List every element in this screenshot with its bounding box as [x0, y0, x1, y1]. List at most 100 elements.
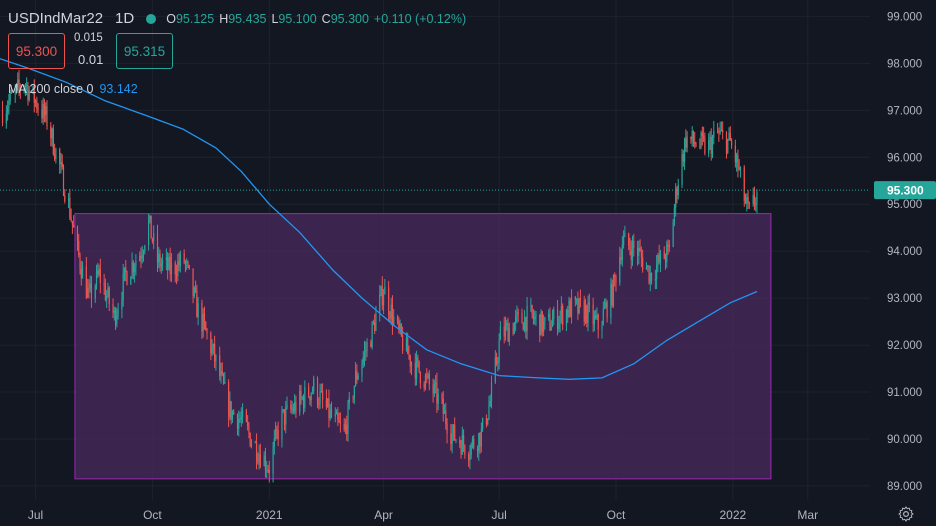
candle-body-109 [196, 291, 198, 318]
candle-body-10 [19, 86, 21, 91]
candle-body-167 [300, 390, 302, 399]
candle-body-421 [752, 194, 754, 204]
gear-icon[interactable] [897, 505, 915, 523]
candle-body-376 [672, 222, 674, 247]
candle-body-80 [144, 245, 146, 252]
candle-body-221 [396, 316, 399, 321]
candle-body-125 [224, 381, 226, 384]
candle-body-22 [42, 104, 44, 119]
candle-body-28 [52, 128, 54, 155]
candle-body-395 [704, 137, 706, 154]
candle-body-184 [329, 409, 331, 419]
sell-button[interactable]: 95.300 [8, 33, 65, 69]
candle-body-359 [640, 250, 642, 258]
candle-body-306 [548, 313, 550, 318]
candle-body-348 [621, 245, 623, 261]
candle-body-404 [720, 130, 723, 132]
candle-body-339 [605, 302, 607, 307]
timeframe-label[interactable]: 1D [115, 10, 135, 27]
candle-body-61 [112, 304, 114, 313]
candle-body-423 [755, 203, 757, 205]
candle-body-330 [588, 302, 590, 305]
candle-body-374 [667, 244, 669, 246]
candle-body-196 [352, 397, 354, 399]
candle-body-413 [737, 154, 739, 168]
candle-body-357 [638, 248, 640, 256]
candle-body-396 [708, 139, 710, 154]
candle-body-261 [468, 454, 470, 461]
candle-body-42 [78, 240, 80, 255]
candle-body-288 [515, 315, 517, 323]
candle-body-197 [353, 385, 355, 399]
time-tick-label: Apr [374, 508, 393, 522]
candle-body-280 [499, 326, 502, 341]
candle-body-405 [722, 130, 724, 133]
candle-body-23 [43, 104, 46, 116]
candle-body-252 [451, 433, 453, 444]
candle-body-311 [556, 309, 559, 329]
candle-body-418 [746, 197, 748, 204]
candle-body-223 [399, 324, 401, 329]
candle-body-234 [418, 360, 420, 372]
candle-body-133 [239, 418, 241, 420]
candle-body-76 [139, 255, 141, 261]
price-axis[interactable]: 89.000 90.000 91.000 92.000 93.000 94.000 95.0… [870, 0, 936, 526]
ma-indicator-legend[interactable]: MA 200 close 0 93.142 [8, 82, 138, 96]
candle-body-236 [423, 383, 425, 388]
candle-body-271 [485, 418, 488, 425]
price-tick-label: 94.000 [887, 246, 922, 258]
candle-body-31 [59, 149, 61, 165]
candle-body-74 [134, 267, 136, 273]
candle-body-389 [694, 142, 696, 145]
candle-body-377 [673, 207, 676, 223]
candle-body-81 [147, 219, 150, 246]
time-axis[interactable]: Jul Oct 2021 Apr Jul Oct 2022 Mar [28, 508, 818, 522]
time-tick-label: Jul [491, 508, 506, 522]
candle-body-50 [90, 283, 93, 299]
candle-body-379 [676, 188, 678, 196]
candle-body-157 [282, 409, 284, 411]
high-value: 95.435 [228, 11, 267, 26]
candle-body-97 [175, 274, 178, 276]
time-tick-label: Mar [797, 508, 818, 522]
symbol-name[interactable]: USDIndMar22 [8, 10, 104, 27]
candle-body-352 [629, 245, 631, 251]
candle-body-411 [734, 145, 736, 163]
candle-body-34 [62, 166, 65, 196]
candle-body-250 [446, 423, 448, 434]
candle-body-27 [51, 128, 53, 139]
candle-body-161 [290, 404, 292, 410]
candle-body-100 [179, 253, 181, 266]
candle-body-318 [568, 300, 570, 317]
close-value: 95.300 [330, 11, 369, 26]
buy-button[interactable]: 95.315 [116, 33, 173, 69]
candle-body-397 [709, 136, 711, 140]
candle-body-336 [601, 324, 603, 330]
candle-body-218 [390, 304, 392, 319]
candle-body-16 [32, 86, 34, 91]
candle-body-407 [727, 138, 729, 153]
candle-body-46 [85, 266, 87, 298]
low-key: L [271, 11, 279, 26]
price-axis-bg [870, 0, 936, 526]
candle-body-179 [320, 390, 322, 392]
candle-body-187 [335, 412, 338, 415]
candle-body-107 [193, 287, 195, 297]
candle-body-231 [414, 362, 416, 379]
candle-body-210 [375, 313, 377, 331]
candle-body-251 [450, 433, 452, 444]
candle-body-6 [14, 89, 16, 94]
candle-body-35 [64, 195, 66, 201]
candle-body-90 [161, 260, 164, 264]
time-tick-label: Oct [607, 508, 626, 522]
candle-body-321 [574, 296, 576, 301]
candle-body-249 [445, 410, 447, 424]
candle-body-84 [151, 238, 154, 242]
ma-200-layer [0, 58, 758, 380]
spread-label: 0.015 [74, 32, 103, 44]
candle-body-198 [355, 370, 357, 386]
candle-body-193 [346, 424, 348, 435]
candle-body-285 [508, 327, 510, 342]
candle-body-314 [560, 306, 562, 315]
